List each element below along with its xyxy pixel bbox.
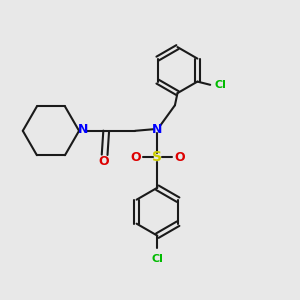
Text: O: O xyxy=(174,151,185,164)
Text: N: N xyxy=(78,123,88,136)
Text: O: O xyxy=(99,155,109,168)
Text: Cl: Cl xyxy=(215,80,227,90)
Text: S: S xyxy=(152,150,162,164)
Text: O: O xyxy=(130,151,141,164)
Text: Cl: Cl xyxy=(152,254,163,263)
Text: N: N xyxy=(152,123,163,136)
